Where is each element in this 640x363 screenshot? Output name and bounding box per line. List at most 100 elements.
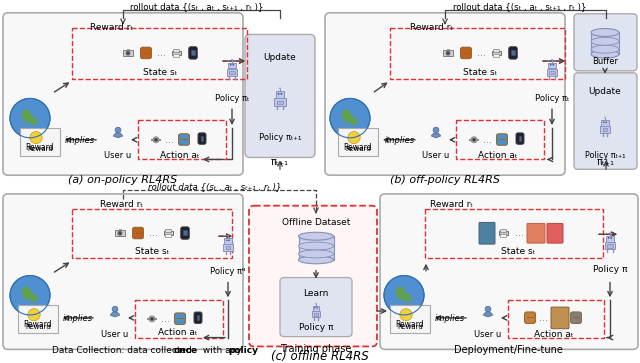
Text: policy: policy bbox=[228, 346, 258, 355]
Bar bbox=[508, 300, 604, 338]
Bar bbox=[600, 126, 610, 132]
Bar bbox=[135, 300, 223, 338]
Text: Policy πₜ₊₁: Policy πₜ₊₁ bbox=[259, 133, 301, 142]
Text: Update: Update bbox=[589, 87, 621, 96]
Ellipse shape bbox=[342, 110, 352, 123]
Circle shape bbox=[400, 309, 412, 321]
Bar bbox=[138, 120, 226, 159]
FancyBboxPatch shape bbox=[175, 313, 186, 325]
Bar bbox=[18, 305, 58, 333]
Circle shape bbox=[231, 59, 233, 60]
Text: Deployment/Fine-tune: Deployment/Fine-tune bbox=[454, 345, 563, 355]
Circle shape bbox=[314, 307, 316, 309]
Circle shape bbox=[149, 316, 155, 322]
Bar bbox=[277, 101, 283, 104]
Ellipse shape bbox=[298, 250, 333, 258]
Circle shape bbox=[119, 232, 121, 234]
Text: Reward: Reward bbox=[26, 143, 54, 152]
Text: implies: implies bbox=[65, 136, 95, 145]
Text: Reward: Reward bbox=[25, 323, 51, 330]
Bar bbox=[172, 52, 180, 56]
Text: implies: implies bbox=[63, 314, 93, 323]
Text: ...: ... bbox=[150, 228, 159, 238]
Circle shape bbox=[603, 122, 605, 123]
Bar bbox=[200, 136, 204, 140]
FancyBboxPatch shape bbox=[547, 223, 563, 243]
FancyBboxPatch shape bbox=[516, 133, 524, 144]
Text: Reward: Reward bbox=[24, 320, 52, 329]
Bar bbox=[223, 244, 233, 251]
Bar bbox=[518, 136, 522, 140]
Circle shape bbox=[446, 51, 450, 55]
Text: Reward: Reward bbox=[396, 320, 424, 329]
Text: Reward: Reward bbox=[344, 143, 372, 152]
FancyBboxPatch shape bbox=[189, 47, 197, 59]
Bar bbox=[228, 62, 236, 68]
Circle shape bbox=[472, 138, 476, 142]
Text: ...: ... bbox=[540, 313, 548, 323]
Bar bbox=[115, 230, 125, 236]
Bar bbox=[184, 230, 187, 235]
Circle shape bbox=[279, 87, 281, 89]
Circle shape bbox=[604, 117, 605, 118]
Circle shape bbox=[330, 98, 370, 138]
Text: State sₜ: State sₜ bbox=[135, 248, 169, 256]
Wedge shape bbox=[110, 312, 120, 317]
Bar bbox=[606, 236, 614, 241]
Circle shape bbox=[552, 64, 554, 66]
Bar bbox=[196, 315, 200, 320]
Text: Policy π: Policy π bbox=[299, 323, 333, 332]
Wedge shape bbox=[431, 133, 441, 138]
Circle shape bbox=[605, 122, 607, 123]
Bar bbox=[72, 209, 232, 258]
FancyBboxPatch shape bbox=[497, 134, 508, 145]
Ellipse shape bbox=[298, 242, 333, 250]
Text: rollout data {(sₜ , aₜ , sₜ₊₁ , rₜ )}: rollout data {(sₜ , aₜ , sₜ₊₁ , rₜ )} bbox=[131, 3, 264, 11]
Circle shape bbox=[348, 131, 360, 144]
Text: Action aₜ: Action aₜ bbox=[160, 151, 200, 160]
Text: πₜ₊₁: πₜ₊₁ bbox=[597, 158, 615, 167]
FancyBboxPatch shape bbox=[509, 47, 517, 59]
Text: Action aₜ: Action aₜ bbox=[534, 330, 573, 339]
Ellipse shape bbox=[22, 287, 32, 300]
Circle shape bbox=[10, 276, 50, 315]
Bar bbox=[493, 54, 499, 57]
Text: (b) off-policy RL4RS: (b) off-policy RL4RS bbox=[390, 175, 500, 185]
Bar bbox=[390, 28, 565, 79]
Ellipse shape bbox=[591, 45, 619, 53]
Ellipse shape bbox=[396, 287, 406, 300]
Circle shape bbox=[127, 52, 129, 54]
Circle shape bbox=[608, 237, 610, 239]
Text: Reward rₜ: Reward rₜ bbox=[90, 23, 133, 32]
Text: ...: ... bbox=[477, 48, 486, 58]
Ellipse shape bbox=[31, 294, 38, 303]
Bar bbox=[313, 306, 319, 311]
Text: (a) on-policy RL4RS: (a) on-policy RL4RS bbox=[68, 175, 178, 185]
Circle shape bbox=[118, 231, 122, 235]
Circle shape bbox=[10, 98, 50, 138]
Bar bbox=[227, 69, 237, 76]
Circle shape bbox=[384, 276, 424, 315]
FancyBboxPatch shape bbox=[525, 312, 536, 323]
Circle shape bbox=[316, 303, 317, 304]
Text: State sₜ: State sₜ bbox=[463, 68, 497, 77]
Ellipse shape bbox=[298, 256, 333, 264]
FancyBboxPatch shape bbox=[249, 206, 377, 346]
Text: Training phase: Training phase bbox=[280, 344, 352, 354]
Text: ...: ... bbox=[161, 314, 170, 324]
Bar bbox=[447, 49, 449, 50]
Circle shape bbox=[550, 64, 552, 66]
Bar bbox=[547, 69, 557, 76]
Bar bbox=[20, 128, 60, 155]
Text: Offline Dataset: Offline Dataset bbox=[282, 218, 350, 227]
Circle shape bbox=[232, 64, 234, 66]
FancyBboxPatch shape bbox=[280, 278, 352, 337]
Text: with any: with any bbox=[200, 346, 244, 355]
Bar bbox=[500, 234, 506, 237]
FancyBboxPatch shape bbox=[380, 194, 638, 350]
Circle shape bbox=[551, 59, 553, 60]
Text: User u: User u bbox=[422, 151, 450, 160]
Text: Reward rₜ: Reward rₜ bbox=[100, 200, 143, 209]
Bar bbox=[605, 242, 615, 249]
Circle shape bbox=[471, 137, 477, 143]
